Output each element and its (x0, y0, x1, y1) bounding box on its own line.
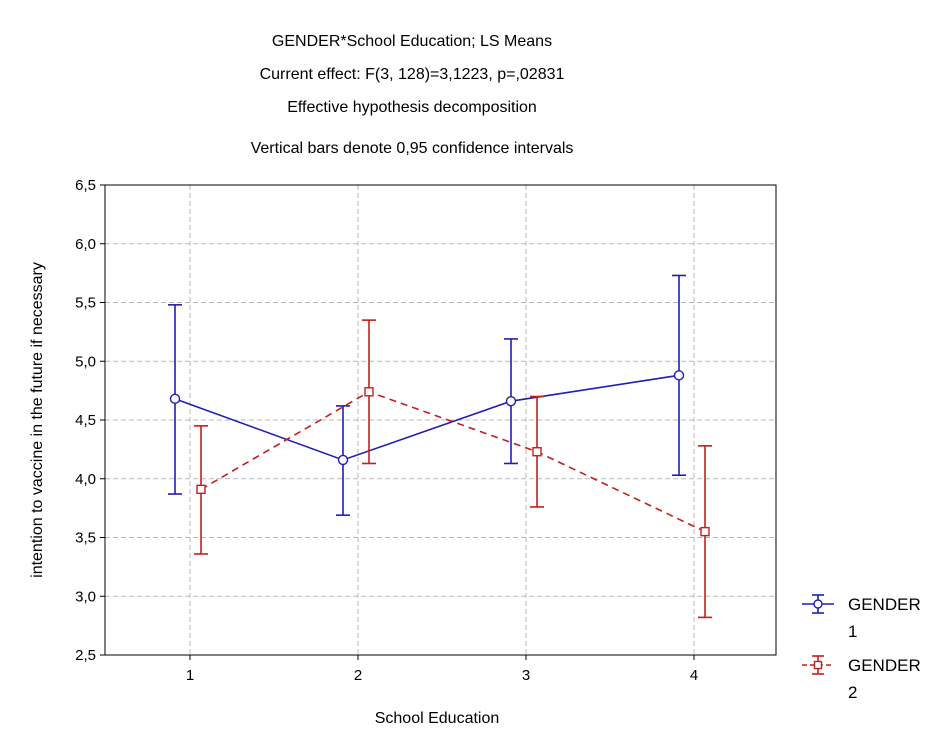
x-tick-label: 4 (690, 667, 698, 684)
legend: GENDER 1 GENDER 2 (802, 594, 921, 702)
legend-label: GENDER (848, 595, 921, 614)
data-point (505, 396, 517, 407)
chart-title-line-3: Effective hypothesis decomposition (287, 99, 537, 116)
series-1-line (174, 374, 680, 461)
y-tick-label: 4,5 (75, 412, 96, 429)
x-tick-label: 3 (522, 667, 530, 684)
chart-title-line-4: Vertical bars denote 0,95 confidence int… (251, 140, 574, 157)
y-tick-label: 2,5 (75, 647, 96, 664)
data-point (532, 447, 542, 457)
legend-item-2: GENDER 2 (802, 655, 921, 702)
axis-ticks: 2,5 3,0 3,5 4,0 4,5 5,0 5,5 6,0 6,5 1 2 3 4 (75, 177, 698, 684)
x-axis-label: School Education (375, 710, 500, 727)
y-tick-label: 3,0 (75, 588, 96, 605)
y-tick-label: 5,5 (75, 295, 96, 312)
x-tick-label: 2 (354, 667, 362, 684)
series-1 (168, 274, 686, 516)
legend-marker (813, 660, 823, 670)
data-point (673, 370, 685, 381)
legend-label-line-2: 1 (848, 622, 857, 641)
legend-item-1: GENDER 1 (802, 594, 921, 641)
chart-title-line-2: Current effect: F(3, 128)=3,1223, p=,028… (260, 66, 565, 83)
y-tick-label: 3,5 (75, 530, 96, 547)
legend-label-line-2: 2 (848, 683, 857, 702)
series-layer (168, 274, 712, 619)
y-tick-label: 6,5 (75, 177, 96, 194)
chart-title-line-1: GENDER*School Education; LS Means (272, 33, 552, 50)
data-point (337, 454, 349, 466)
data-point (169, 393, 181, 405)
y-axis-label: intention to vaccine in the future if ne… (29, 262, 46, 578)
series-2 (194, 319, 712, 619)
data-point (196, 484, 206, 495)
x-tick-label: 1 (186, 667, 194, 684)
y-tick-label: 4,0 (75, 471, 96, 488)
series-2-line (200, 390, 706, 533)
data-point (364, 387, 374, 397)
y-tick-label: 6,0 (75, 236, 96, 253)
legend-marker (813, 599, 823, 609)
data-point (700, 526, 710, 537)
legend-label: GENDER (848, 656, 921, 675)
y-tick-label: 5,0 (75, 353, 96, 370)
grid-lines (105, 185, 776, 655)
chart-titles: GENDER*School Education; LS Means Curren… (251, 33, 574, 157)
